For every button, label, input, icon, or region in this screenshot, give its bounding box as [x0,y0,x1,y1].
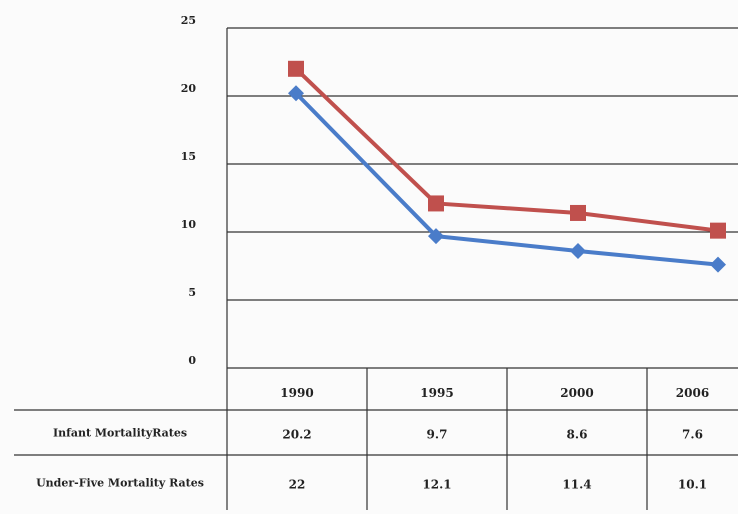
table-value: 12.1 [422,478,451,492]
y-tick-label: 10 [181,218,197,231]
data-point [710,222,726,239]
table-value: 22 [289,478,306,492]
y-tick-label: 15 [181,150,196,163]
x-category-label: 2000 [560,386,593,400]
table-value: 9.7 [427,428,448,442]
data-point [428,228,444,245]
series-layer [288,60,726,273]
series-name-label: Under-Five Mortality Rates [36,477,204,490]
y-tick-label: 5 [188,286,196,299]
table-value: 11.4 [562,478,591,492]
x-category-label: 1990 [280,386,313,400]
y-axis: 0 5 10 15 20 25 [181,14,197,367]
data-point [288,60,304,77]
table-value: 8.6 [567,428,588,442]
y-tick-label: 25 [181,14,196,27]
data-point [570,243,586,260]
y-tick-label: 0 [188,354,196,367]
data-point [710,256,726,273]
data-point [288,85,304,102]
table-value: 20.2 [282,428,311,442]
series-line-1 [294,91,719,267]
data-table: 1990 1995 2000 2006 Infant MortalityRates 20.… [14,367,738,510]
data-point [428,195,444,212]
grid-layer [226,27,738,368]
table-value: 7.6 [682,428,703,442]
series-name-label: Infant MortalityRates [53,427,187,440]
series-line-2 [294,67,719,233]
y-tick-label: 20 [181,82,197,95]
x-category-label: 1995 [420,386,453,400]
data-point [570,204,586,221]
table-value: 10.1 [678,478,707,492]
x-category-label: 2006 [676,386,709,400]
